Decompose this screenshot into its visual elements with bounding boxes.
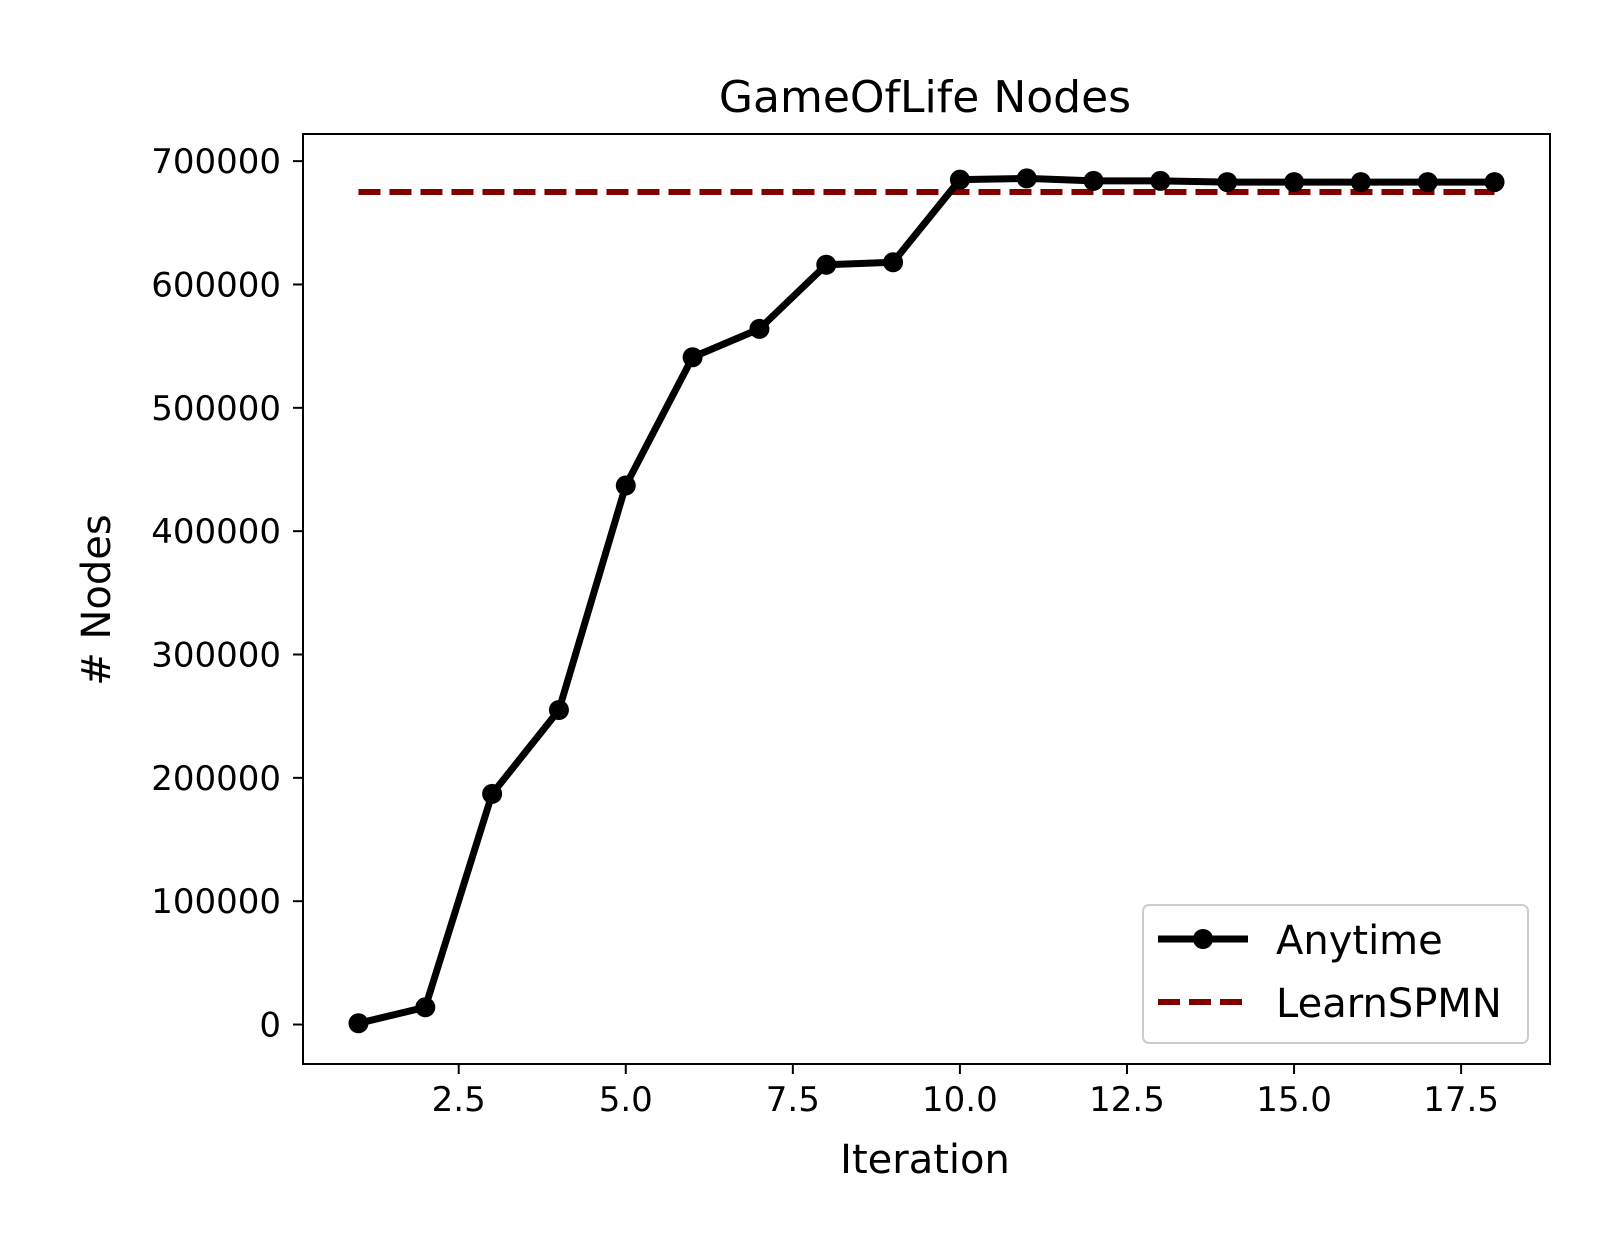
y-tick-label: 200000: [151, 759, 281, 799]
series-anytime-point: [883, 252, 904, 273]
x-tick-label: 2.5: [432, 1080, 486, 1120]
x-axis-ticks: 2.5 5.0 7.5 10.0 12.5 15.0 17.5: [432, 1064, 1499, 1120]
series-anytime-point: [348, 1013, 369, 1034]
x-tick-label: 17.5: [1423, 1080, 1499, 1120]
y-tick-label: 500000: [151, 389, 281, 429]
y-tick-label: 0: [259, 1006, 281, 1046]
chart-title: GameOfLife Nodes: [719, 72, 1131, 123]
y-axis-ticks: 0 100000 200000 300000 400000 500000 600000 700…: [151, 142, 303, 1046]
x-tick-label: 10.0: [922, 1080, 998, 1120]
series-anytime-point: [749, 318, 770, 339]
legend-anytime-label: Anytime: [1276, 918, 1443, 964]
series-anytime-point: [1284, 172, 1305, 193]
y-tick-label: 100000: [151, 882, 281, 922]
x-tick-label: 7.5: [766, 1080, 820, 1120]
y-tick-label: 300000: [151, 636, 281, 676]
x-tick-label: 15.0: [1256, 1080, 1332, 1120]
y-tick-label: 600000: [151, 265, 281, 305]
series-anytime-point: [548, 700, 569, 721]
series-anytime-line: [357, 174, 1495, 1027]
series-anytime-point: [1417, 172, 1438, 193]
x-tick-label: 5.0: [599, 1080, 653, 1120]
plot-area: [348, 168, 1505, 1034]
legend: Anytime LearnSPMN: [1142, 904, 1529, 1044]
series-anytime-point: [1016, 168, 1037, 189]
series-anytime-point: [415, 997, 436, 1018]
series-anytime-point: [1217, 172, 1238, 193]
series-anytime-point: [949, 169, 970, 190]
series-anytime-point: [816, 254, 837, 275]
series-anytime-point: [482, 783, 503, 804]
axes-frame: [302, 133, 1551, 1065]
x-tick-label: 12.5: [1089, 1080, 1165, 1120]
series-anytime-point: [1484, 172, 1505, 193]
x-axis-label: Iteration: [840, 1137, 1010, 1183]
series-anytime-point: [1083, 170, 1104, 191]
y-tick-label: 400000: [151, 512, 281, 552]
y-tick-label: 700000: [151, 142, 281, 182]
series-anytime-point: [682, 347, 703, 368]
series-anytime-point: [615, 475, 636, 496]
series-anytime-point: [1350, 172, 1371, 193]
legend-anytime-marker: [1193, 929, 1213, 949]
y-axis-label: # Nodes: [74, 514, 120, 685]
legend-learnspmn-label: LearnSPMN: [1276, 981, 1502, 1027]
series-anytime-point: [1150, 170, 1171, 191]
